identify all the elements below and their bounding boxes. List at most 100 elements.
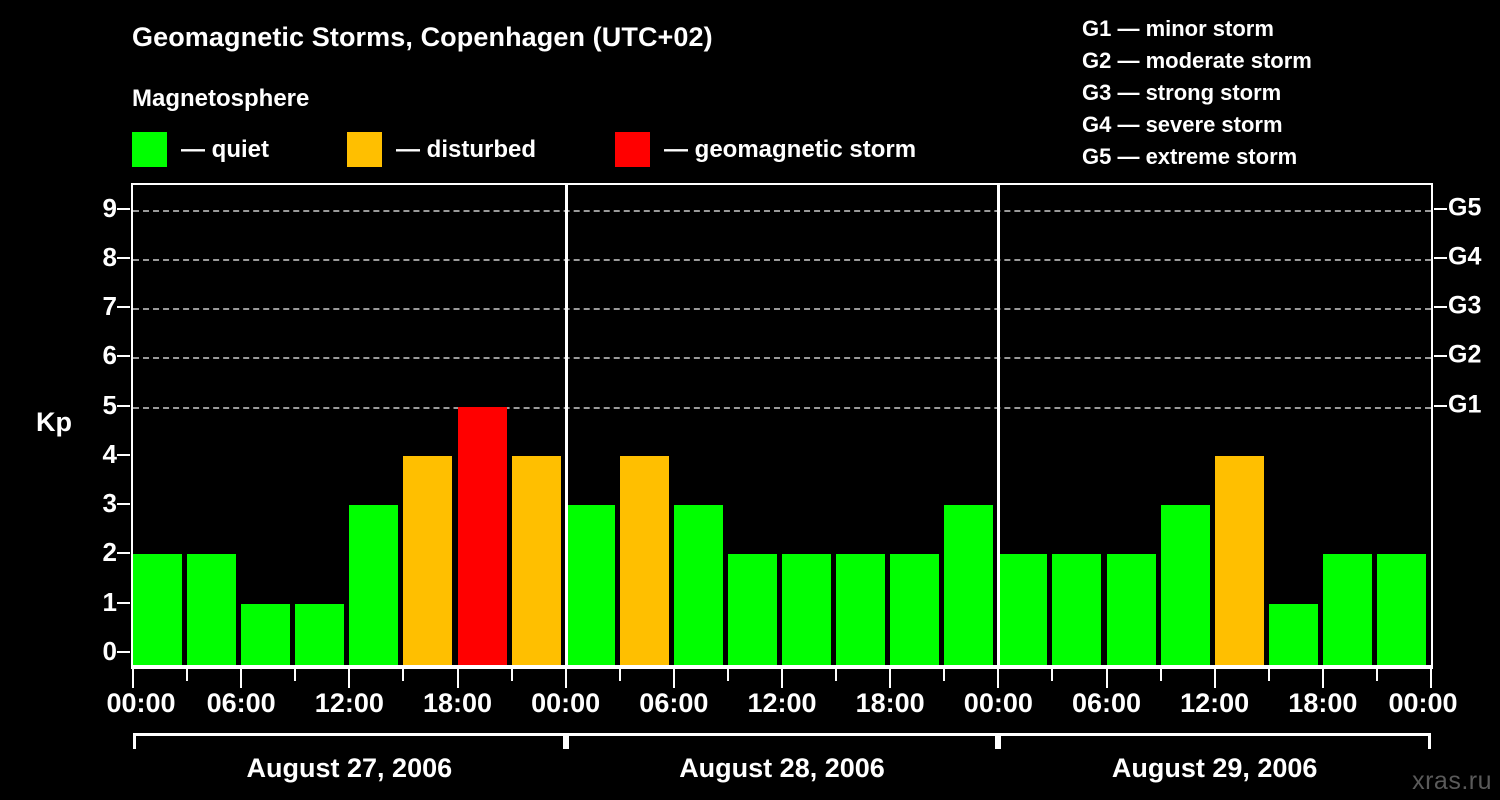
x-tick-mark-h39	[835, 669, 838, 681]
x-tick-label-1: 06:00	[206, 688, 276, 718]
x-tick-label-4: 00:00	[531, 688, 601, 718]
y-tick-mark-8	[117, 256, 130, 259]
date-label-0: August 27, 2006	[246, 753, 453, 783]
y-tick-label-2: 2	[102, 537, 117, 568]
x-tick-label-2: 12:00	[314, 688, 384, 718]
y-tick-mark-4	[117, 453, 130, 456]
x-tick-mark-h24	[564, 669, 567, 688]
bar	[782, 554, 832, 665]
x-tick-mark-h21	[510, 669, 513, 681]
x-axis-line	[131, 667, 1433, 669]
page-title: Geomagnetic Storms, Copenhagen (UTC+02)	[132, 22, 713, 52]
y-tick-mark-3	[117, 503, 130, 506]
bar	[133, 554, 183, 665]
quiet-swatch	[132, 132, 167, 167]
gscale-row-1: G1 — minor storm	[1082, 16, 1274, 41]
bar	[727, 554, 777, 665]
x-tick-mark-h27	[618, 669, 621, 681]
y-tick-mark-2	[117, 552, 130, 555]
x-tick-mark-h48	[997, 669, 1000, 688]
g-tick-label-G4: G4	[1448, 242, 1482, 271]
y-tick-label-5: 5	[102, 389, 117, 420]
legend-entry-0: — quiet	[132, 131, 269, 168]
storm-swatch	[615, 132, 650, 167]
x-tick-mark-h69	[1375, 669, 1378, 681]
bar	[944, 505, 994, 665]
date-bracket-1	[565, 733, 999, 749]
y-tick-label-9: 9	[102, 192, 117, 223]
date-label-1: August 28, 2006	[679, 753, 885, 783]
x-tick-label-6: 12:00	[747, 688, 817, 718]
gridline-kp-8	[133, 258, 1431, 261]
x-tick-label-9: 06:00	[1071, 688, 1142, 718]
x-tick-mark-h6	[240, 669, 243, 688]
x-tick-mark-h66	[1321, 669, 1324, 688]
x-tick-mark-h12	[348, 669, 351, 688]
y-tick-mark-5	[117, 404, 130, 407]
x-tick-label-12: 00:00	[1388, 688, 1458, 718]
bar	[295, 603, 345, 665]
gscale-row-4: G4 — severe storm	[1082, 112, 1283, 137]
gscale-row-5: G5 — extreme storm	[1082, 144, 1298, 169]
y-tick-label-0: 0	[102, 636, 117, 666]
g-tick-label-G5: G5	[1448, 193, 1482, 222]
bar	[457, 406, 507, 665]
y-tick-label-3: 3	[102, 488, 117, 519]
x-tick-label-11: 18:00	[1288, 688, 1358, 718]
g-tick-mark-G4	[1434, 256, 1447, 259]
x-tick-mark-h9	[294, 669, 297, 681]
g-axis-labels: G1 G2 G3 G4 G5	[1448, 183, 1500, 667]
date-label-2: August 29, 2006	[1111, 753, 1318, 783]
disturbed-swatch	[347, 132, 382, 167]
y-axis-labels: 0 1 2 3 4 5 6 7 8 9	[55, 183, 117, 667]
bar	[619, 455, 669, 665]
bar	[998, 554, 1048, 665]
x-tick-mark-h0	[132, 669, 134, 688]
bar	[565, 505, 615, 665]
y-tick-label-6: 6	[102, 340, 117, 371]
x-tick-label-0: 00:00	[106, 688, 176, 718]
bar	[890, 554, 940, 665]
y-tick-mark-0	[117, 651, 130, 653]
bar	[1322, 554, 1372, 665]
bar	[1052, 554, 1102, 665]
y-tick-mark-1	[117, 601, 130, 604]
bar	[241, 603, 291, 665]
x-tick-mark-h57	[1159, 669, 1162, 681]
bar	[1214, 455, 1264, 665]
x-tick-mark-h54	[1105, 669, 1108, 688]
gscale-row-2: G2 — moderate storm	[1082, 48, 1312, 73]
gscale-row-3: G3 — strong storm	[1082, 80, 1282, 105]
plot-area	[131, 183, 1433, 667]
x-tick-label-7: 18:00	[855, 688, 925, 718]
y-tick-mark-7	[117, 306, 130, 309]
x-tick-mark-h15	[402, 669, 405, 681]
y-tick-mark-9	[117, 207, 130, 210]
x-tick-mark-h33	[726, 669, 729, 681]
legend-label-2: — geomagnetic storm	[664, 135, 917, 163]
y-tick-label-7: 7	[102, 291, 117, 322]
x-tick-mark-h51	[1051, 669, 1054, 681]
g-tick-mark-G1	[1434, 404, 1447, 407]
x-tick-mark-h60	[1213, 669, 1216, 688]
y-tick-label-1: 1	[102, 586, 117, 617]
gscale-legend: G1 — minor storm G2 — moderate storm G3 — …	[1064, 13, 1484, 173]
y-tick-mark-6	[117, 355, 130, 358]
x-tick-mark-h42	[889, 669, 892, 688]
bar	[403, 455, 453, 665]
bar	[673, 505, 723, 665]
bar	[1106, 554, 1156, 665]
g-tick-label-G3: G3	[1448, 291, 1482, 320]
gridline-kp-5	[133, 406, 1431, 409]
x-tick-label-5: 06:00	[639, 688, 709, 718]
magnetosphere-subtitle: Magnetosphere	[132, 85, 310, 112]
bar	[1376, 554, 1426, 665]
g-tick-label-G1: G1	[1448, 390, 1482, 419]
bar	[349, 505, 399, 665]
g-tick-label-G2: G2	[1448, 340, 1482, 369]
x-tick-mark-h3	[186, 669, 189, 681]
x-tick-label-10: 12:00	[1180, 688, 1250, 718]
g-tick-mark-G2	[1434, 355, 1447, 358]
legend-entry-1: — disturbed	[347, 131, 536, 168]
x-tick-mark-h63	[1267, 669, 1270, 681]
